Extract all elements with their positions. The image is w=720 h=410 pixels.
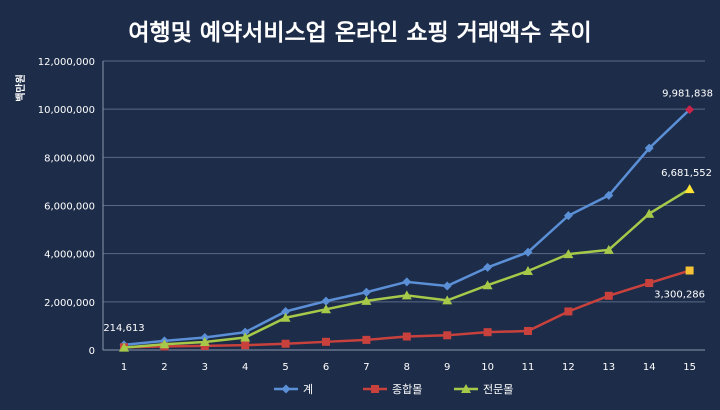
data-point [361, 295, 372, 305]
x-tick-label: 9 [444, 362, 450, 373]
data-point [644, 208, 655, 218]
grid [102, 60, 705, 351]
data-point [483, 262, 493, 272]
data-labels: 214,613 9,981,838 6,681,552 3,300,286 [103, 89, 713, 334]
y-axis-label: 백만원 [14, 74, 27, 102]
data-point [401, 290, 412, 300]
series-line [123, 108, 691, 347]
data-point [280, 312, 291, 322]
x-tick-label: 6 [323, 362, 329, 373]
y-tick-label: 12,000,000 [38, 57, 95, 68]
legend: 계 종합몰 전문몰 [274, 383, 513, 396]
y-tick-label: 0 [89, 346, 95, 357]
data-point [461, 384, 471, 393]
data-point [443, 331, 452, 340]
legend-label: 전문몰 [483, 383, 513, 396]
legend-label: 종합몰 [392, 383, 422, 396]
y-tick-label: 8,000,000 [44, 153, 95, 164]
series-group [119, 105, 695, 352]
x-tick-labels: 1 2 3 4 5 6 7 8 9 10 11 12 13 14 15 [121, 362, 696, 373]
data-point [523, 266, 533, 276]
x-tick-label: 12 [562, 362, 575, 373]
data-point [563, 211, 573, 221]
data-point [361, 287, 371, 297]
data-point [482, 280, 493, 290]
data-point [523, 247, 533, 257]
data-point [604, 190, 614, 200]
data-point [322, 337, 330, 346]
data-point [685, 105, 695, 115]
data-label: 3,300,286 [654, 290, 705, 301]
data-point [321, 304, 331, 314]
data-point [402, 277, 412, 287]
series-line [123, 188, 691, 349]
y-tick-label: 4,000,000 [44, 250, 95, 261]
legend-item: 전문몰 [454, 383, 513, 396]
data-label: 214,613 [103, 323, 144, 334]
legend-label: 계 [303, 383, 313, 396]
data-label: 6,681,552 [661, 168, 712, 179]
data-point [371, 385, 379, 393]
x-tick-label: 10 [481, 362, 494, 373]
data-point [483, 328, 492, 337]
y-tick-label: 6,000,000 [44, 202, 95, 213]
chart-title: 여행및 예약서비스업 온라인 쇼핑 거래액수 추이 [128, 20, 591, 46]
x-tick-label: 1 [121, 362, 127, 373]
data-point [362, 335, 371, 344]
data-point [241, 341, 250, 350]
y-tick-label: 10,000,000 [38, 105, 95, 116]
legend-item: 종합몰 [363, 383, 422, 396]
data-point [240, 327, 250, 337]
data-point [442, 295, 453, 305]
y-tick-label: 2,000,000 [44, 298, 95, 309]
data-point [240, 332, 251, 342]
series-1 [119, 105, 695, 350]
data-point [684, 184, 695, 194]
x-tick-label: 11 [522, 362, 535, 373]
y-tick-labels: 0 2,000,000 4,000,000 6,000,000 8,000,000 10,… [38, 57, 95, 357]
data-point [159, 339, 170, 349]
data-label: 9,981,838 [662, 89, 713, 100]
x-tick-label: 14 [643, 362, 656, 373]
data-point [564, 307, 573, 316]
data-point [604, 291, 613, 300]
data-point [199, 337, 210, 347]
data-point [645, 279, 654, 288]
data-point [603, 244, 614, 254]
data-point [281, 384, 291, 394]
data-point [563, 249, 574, 259]
x-tick-label: 7 [363, 362, 369, 373]
x-tick-label: 3 [202, 362, 208, 373]
x-tick-label: 4 [242, 362, 248, 373]
data-point [524, 326, 532, 335]
series-3 [119, 184, 695, 352]
data-point [442, 281, 452, 291]
data-point [281, 306, 291, 316]
data-point [402, 332, 411, 341]
x-tick-label: 13 [602, 362, 615, 373]
data-point [685, 266, 694, 275]
data-point [644, 143, 654, 153]
data-point [281, 339, 290, 348]
data-point [321, 296, 331, 306]
x-tick-label: 15 [683, 362, 696, 373]
legend-item: 계 [274, 383, 313, 396]
x-tick-label: 5 [282, 362, 288, 373]
data-point [119, 342, 129, 352]
x-tick-label: 2 [161, 362, 167, 373]
x-tick-label: 8 [404, 362, 410, 373]
